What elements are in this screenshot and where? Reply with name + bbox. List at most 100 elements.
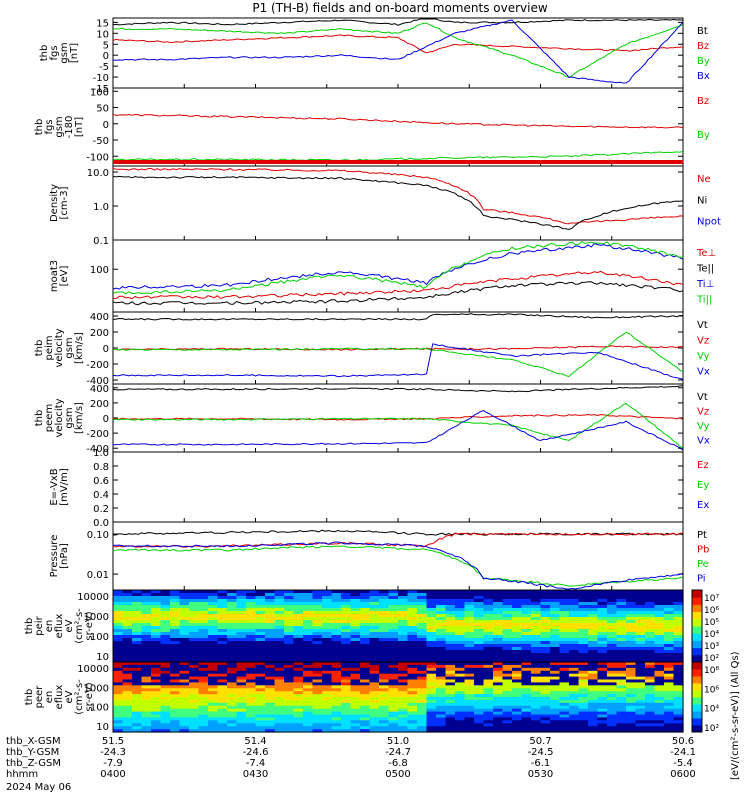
- heatmap-cell: [189, 702, 200, 707]
- panel-frame: [112, 521, 684, 591]
- series-line-Ni: [112, 175, 684, 231]
- heatmap-cell: [341, 644, 352, 648]
- heatmap-cell: [635, 659, 646, 663]
- heatmap-cell: [521, 590, 532, 594]
- heatmap-cell: [531, 688, 542, 692]
- heatmap-cell: [626, 653, 637, 657]
- heatmap-cell: [645, 641, 656, 645]
- heatmap-cell: [189, 608, 200, 612]
- heatmap-cell: [464, 676, 475, 681]
- heatmap-cell: [521, 720, 532, 724]
- heatmap-cell: [635, 605, 646, 609]
- heatmap-cell: [502, 590, 513, 594]
- heatmap-cell: [113, 635, 124, 639]
- heatmap-cell: [512, 682, 523, 686]
- heatmap-cell: [255, 726, 266, 730]
- heatmap-cell: [322, 626, 333, 630]
- heatmap-cell: [398, 705, 409, 710]
- heatmap-cell: [635, 688, 646, 692]
- heatmap-cell: [607, 617, 618, 621]
- heatmap-cell: [407, 626, 418, 630]
- heatmap-cell: [227, 611, 238, 615]
- heatmap-cell: [559, 664, 570, 669]
- heatmap-cell: [483, 614, 494, 618]
- heatmap-cell: [616, 620, 627, 624]
- series-line-Ti⊥: [112, 243, 684, 290]
- heatmap-cell: [502, 656, 513, 660]
- heatmap-cell: [189, 602, 200, 606]
- y-axis-label-line: Density: [49, 184, 60, 222]
- heatmap-cell: [664, 705, 675, 710]
- heatmap-cell: [151, 720, 162, 724]
- heatmap-cell: [417, 697, 428, 701]
- heatmap-cell: [512, 670, 523, 675]
- heatmap-cell: [417, 702, 428, 707]
- heatmap-cell: [284, 620, 295, 624]
- heatmap-cell: [540, 659, 551, 663]
- y-axis-label-line: gsm: [59, 42, 70, 63]
- heatmap-cell: [293, 662, 304, 666]
- heatmap-cell: [645, 629, 656, 633]
- heatmap-cell: [312, 694, 323, 698]
- heatmap-cell: [227, 726, 238, 730]
- heatmap-cell: [170, 620, 181, 624]
- heatmap-cell: [151, 644, 162, 648]
- heatmap-cell: [474, 590, 485, 594]
- heatmap-cell: [645, 644, 656, 648]
- heatmap-cell: [331, 650, 342, 654]
- heatmap-cell: [179, 682, 190, 686]
- heatmap-cell: [664, 635, 675, 639]
- y-axis-label-line: eflux: [54, 685, 65, 710]
- heatmap-cell: [464, 620, 475, 624]
- heatmap-cell: [141, 679, 152, 683]
- heatmap-cell: [350, 726, 361, 730]
- heatmap-cell: [141, 676, 152, 681]
- heatmap-cell: [540, 726, 551, 730]
- heatmap-cell: [189, 673, 200, 678]
- heatmap-cell: [303, 602, 314, 606]
- heatmap-cell: [664, 676, 675, 681]
- heatmap-cell: [322, 611, 333, 615]
- time-axis-row-label: thb_Y-GSM: [6, 747, 59, 758]
- heatmap-cell: [417, 705, 428, 710]
- heatmap-cell: [521, 602, 532, 606]
- heatmap-cell: [654, 676, 665, 681]
- heatmap-cell: [635, 670, 646, 675]
- heatmap-cell: [331, 720, 342, 724]
- heatmap-cell: [369, 679, 380, 683]
- heatmap-cell: [189, 697, 200, 701]
- heatmap-cell: [550, 697, 561, 701]
- heatmap-cell: [559, 644, 570, 648]
- heatmap-cell: [255, 635, 266, 639]
- heatmap-cell: [645, 729, 656, 733]
- heatmap-cell: [122, 729, 133, 733]
- heatmap-cell: [265, 641, 276, 645]
- heatmap-cell: [474, 638, 485, 642]
- heatmap-cell: [474, 593, 485, 597]
- heatmap-cell: [474, 705, 485, 710]
- heatmap-cell: [569, 590, 580, 594]
- heatmap-cell: [569, 697, 580, 701]
- heatmap-cell: [531, 697, 542, 701]
- heatmap-cell: [436, 670, 447, 675]
- heatmap-cell: [179, 662, 190, 666]
- heatmap-cell: [322, 697, 333, 701]
- heatmap-cell: [521, 632, 532, 636]
- heatmap-cell: [597, 694, 608, 698]
- heatmap-cell: [208, 593, 219, 597]
- heatmap-cell: [540, 650, 551, 654]
- heatmap-cell: [388, 705, 399, 710]
- heatmap-cell: [132, 635, 143, 639]
- heatmap-cell: [141, 590, 152, 594]
- heatmap-cell: [369, 635, 380, 639]
- heatmap-cell: [179, 694, 190, 698]
- heatmap-cell: [493, 650, 504, 654]
- y-axis-label-line: [nPa]: [59, 543, 70, 569]
- heatmap-cell: [217, 662, 228, 666]
- heatmap-cell: [626, 705, 637, 710]
- heatmap-cell: [417, 656, 428, 660]
- heatmap-cell: [303, 599, 314, 603]
- heatmap-cell: [227, 626, 238, 630]
- heatmap-cell: [635, 647, 646, 651]
- heatmap-cell: [388, 656, 399, 660]
